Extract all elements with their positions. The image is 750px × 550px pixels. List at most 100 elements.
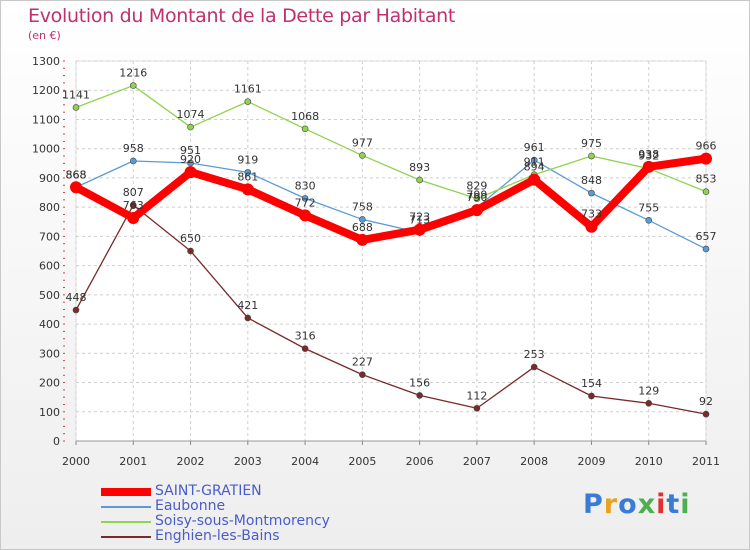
- data-label: 421: [237, 299, 258, 312]
- data-point: [359, 216, 366, 223]
- data-label: 848: [581, 174, 602, 187]
- series-line-soisy-sous-montmorency: [75, 84, 707, 200]
- data-label: 1216: [119, 67, 147, 80]
- y-tick-label: 100: [39, 406, 60, 419]
- data-point: [700, 152, 712, 165]
- y-tick-label: 300: [39, 347, 60, 360]
- data-point: [588, 189, 595, 197]
- data-point: [702, 410, 710, 418]
- data-label: 723: [409, 211, 430, 224]
- data-label: 932: [638, 150, 659, 163]
- plot-area: [75, 60, 707, 442]
- x-tick-label: 2007: [463, 455, 491, 468]
- data-label: 807: [123, 186, 144, 199]
- data-point: [244, 169, 252, 176]
- x-tick-label: 2006: [406, 455, 434, 468]
- x-tick-label: 2008: [520, 455, 548, 468]
- legend-swatch: [101, 488, 151, 496]
- logo-letter: i: [680, 489, 691, 520]
- y-tick-label: 800: [39, 201, 60, 214]
- data-label: 154: [581, 377, 602, 390]
- legend-label: Soisy-sous-Montmorency: [155, 513, 330, 529]
- logo-letter: i: [656, 489, 667, 520]
- series-line-enghien-les-bains: [75, 204, 707, 415]
- x-tick-label: 2000: [62, 455, 90, 468]
- x-tick-label: 2011: [692, 455, 720, 468]
- legend-label: Eaubonne: [155, 498, 226, 514]
- chart-title: Evolution du Montant de la Dette par Hab…: [28, 5, 456, 27]
- data-label: 911: [524, 156, 545, 169]
- data-point: [187, 123, 194, 131]
- data-label: 966: [696, 140, 717, 153]
- x-tick-label: 2010: [635, 455, 663, 468]
- data-point: [129, 157, 137, 165]
- data-point: [129, 201, 137, 209]
- data-point: [72, 306, 80, 314]
- data-label: 958: [123, 142, 144, 155]
- data-label: 938: [638, 148, 659, 161]
- legend-swatch: [101, 506, 151, 508]
- series-line-saint-gratien: [74, 154, 707, 244]
- data-label: 772: [295, 196, 316, 209]
- data-label: 894: [524, 161, 545, 174]
- y-tick-label: 1200: [32, 84, 60, 97]
- data-point: [473, 195, 481, 202]
- data-point: [244, 314, 252, 322]
- data-point: [127, 211, 140, 224]
- logo-letter: P: [583, 489, 604, 520]
- data-point: [72, 104, 80, 111]
- data-point: [416, 392, 423, 399]
- data-point: [359, 152, 366, 159]
- legend-label: SAINT-GRATIEN: [155, 483, 262, 499]
- data-label: 253: [524, 348, 545, 361]
- data-point: [645, 217, 653, 224]
- data-label: 1068: [291, 110, 319, 123]
- data-label: 977: [352, 136, 373, 149]
- x-tick-label: 2005: [348, 455, 376, 468]
- data-label: 227: [352, 356, 373, 369]
- data-label: 799: [466, 188, 487, 201]
- data-point: [528, 173, 541, 186]
- y-tick-label: 400: [39, 318, 60, 331]
- data-label: 830: [295, 179, 316, 192]
- logo-letter: r: [603, 489, 619, 520]
- data-label: 868: [66, 168, 87, 181]
- data-point: [473, 404, 481, 412]
- data-label: 657: [696, 230, 717, 243]
- y-tick-label: 600: [39, 260, 60, 273]
- x-tick-label: 2009: [577, 455, 605, 468]
- data-point: [530, 363, 538, 371]
- data-point: [301, 195, 309, 202]
- data-label: 763: [123, 199, 144, 212]
- y-tick-label: 1000: [32, 143, 60, 156]
- x-tick-label: 2001: [119, 455, 147, 468]
- data-label: 868: [66, 168, 87, 181]
- data-label: 861: [237, 170, 258, 183]
- y-tick-label: 200: [39, 377, 60, 390]
- data-label: 1141: [62, 88, 90, 101]
- data-label: 790: [466, 191, 487, 204]
- data-label: 758: [352, 200, 373, 213]
- series-line-eaubonne: [75, 159, 707, 250]
- data-point: [187, 159, 194, 167]
- data-point: [70, 181, 82, 194]
- logo-letter: t: [666, 489, 681, 520]
- legend-swatch: [101, 521, 151, 523]
- data-label: 129: [638, 384, 659, 397]
- data-label: 156: [409, 376, 430, 389]
- data-point: [702, 245, 710, 253]
- data-label: 853: [696, 173, 717, 186]
- y-tick-label: 500: [39, 289, 60, 302]
- data-point: [244, 98, 252, 105]
- data-point: [642, 160, 655, 173]
- data-point: [129, 82, 137, 89]
- y-tick-label: 1100: [32, 113, 60, 126]
- data-point: [301, 125, 309, 133]
- data-point: [359, 371, 366, 378]
- data-point: [187, 247, 194, 255]
- logo-letter: x: [637, 489, 657, 520]
- data-point: [356, 233, 369, 246]
- data-point: [299, 209, 312, 222]
